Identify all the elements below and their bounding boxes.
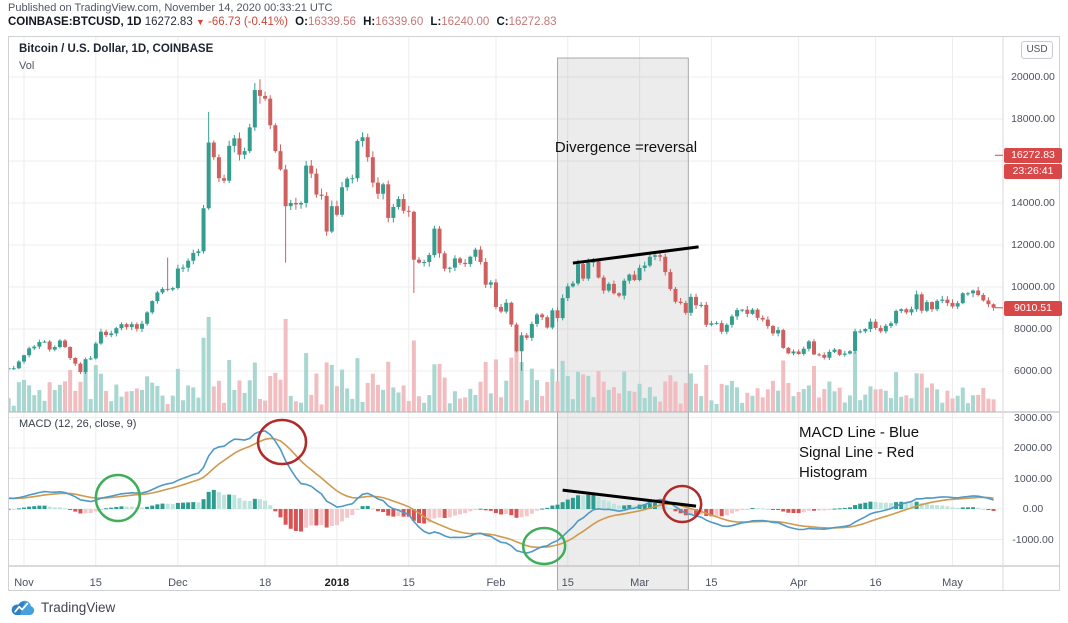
price-axis-label: 14000.00 — [1011, 197, 1055, 209]
chart-widget[interactable]: Bitcoin / U.S. Dollar, 1D, COINBASE Vol … — [8, 36, 1062, 591]
macd-legend-line2: Signal Line - Red — [799, 444, 915, 461]
price-axis-label: 8000.00 — [1014, 323, 1052, 335]
volume-layer — [9, 317, 996, 412]
macd-legend-line1: MACD Line - Blue — [799, 424, 920, 441]
last-price-badge: 16272.83 — [1004, 148, 1062, 164]
price-axis-label: 6000.00 — [1014, 365, 1052, 377]
time-axis-label: 15 — [561, 577, 574, 589]
separators-layer — [9, 37, 1059, 590]
time-axis-label: Nov — [14, 577, 34, 589]
macd-lines-layer — [9, 430, 994, 554]
time-axis-label: 18 — [258, 577, 272, 589]
volume-indicator-label: Vol — [19, 60, 35, 72]
green-crossover-circle — [521, 526, 567, 566]
macd-axis-label: -1000.00 — [1012, 533, 1054, 546]
price-divergence-trendline — [572, 245, 699, 265]
tradingview-logo-text: TradingView — [41, 599, 116, 615]
tradingview-cloud-icon — [11, 600, 35, 615]
close-label: C: — [496, 16, 509, 28]
open-label: O: — [295, 16, 308, 28]
macd-axis-label: 1000.00 — [1014, 472, 1052, 485]
last-price: 16272.83 — [144, 16, 193, 28]
macd-axis-label: 0.00 — [1022, 503, 1044, 515]
price-change: -66.73 (-0.41%) — [208, 16, 288, 28]
chart-title: Bitcoin / U.S. Dollar, 1D, COINBASE — [19, 43, 214, 55]
down-triangle-icon: ▼ — [195, 17, 205, 27]
open-value: 16339.56 — [307, 16, 356, 28]
macd-legend-annotation: MACD Line - Blue Signal Line - Red Histo… — [799, 423, 919, 483]
tradingview-logo[interactable]: TradingView — [10, 596, 115, 618]
divergence-annotation: Divergence =reversal — [554, 139, 698, 156]
low-label: L: — [430, 16, 442, 28]
green-crossover-circle — [94, 473, 142, 523]
macd-line — [9, 430, 994, 554]
bar-countdown-badge: 23:26:41 — [1004, 163, 1062, 179]
macd-legend-line3: Histogram — [799, 464, 868, 481]
trendlines-layer — [562, 245, 699, 508]
time-axis-label: 15 — [705, 577, 718, 589]
price-axis-label: 20000.00 — [1011, 71, 1055, 83]
crossover-circles-layer — [94, 418, 703, 566]
time-axis-label: 16 — [869, 577, 882, 589]
price-axis-label: 12000.00 — [1011, 239, 1055, 251]
time-axis-label: 15 — [402, 577, 415, 589]
chart-canvas[interactable] — [9, 37, 1059, 590]
high-label: H: — [363, 16, 376, 28]
macd-indicator-label: MACD (12, 26, close, 9) — [19, 418, 137, 430]
time-axis-label: 2018 — [324, 577, 350, 589]
macd-axis-label: 2000.00 — [1014, 442, 1052, 454]
time-axis-label: Mar — [630, 577, 650, 589]
published-line: Published on TradingView.com, November 1… — [8, 2, 333, 14]
price-axis-label: 18000.00 — [1011, 113, 1055, 125]
macd-axis-label: 3000.00 — [1014, 411, 1052, 424]
time-axis-label: Dec — [168, 577, 188, 589]
currency-toggle-button[interactable]: USD — [1021, 41, 1053, 59]
time-axis-label: 15 — [89, 577, 102, 589]
time-axis-label: Feb — [486, 577, 506, 589]
macd-divergence-trendline — [562, 488, 697, 508]
low-value: 16240.00 — [441, 16, 490, 28]
symbol-ohlc-line: COINBASE:BTCUSD, 1D 16272.83 ▼ -66.73 (-… — [8, 16, 557, 28]
symbol-name: COINBASE:BTCUSD, 1D — [8, 16, 142, 28]
series-price-badge: 9010.51 — [1004, 300, 1062, 316]
red-crossover-circle — [661, 484, 703, 524]
close-value: 16272.83 — [508, 16, 557, 28]
time-axis-label: Apr — [790, 577, 808, 589]
high-value: 16339.60 — [375, 16, 424, 28]
price-axis-label: 10000.00 — [1011, 281, 1055, 293]
time-axis-label: May — [942, 577, 963, 589]
candles-layer — [9, 79, 996, 375]
red-crossover-circle — [256, 418, 308, 466]
